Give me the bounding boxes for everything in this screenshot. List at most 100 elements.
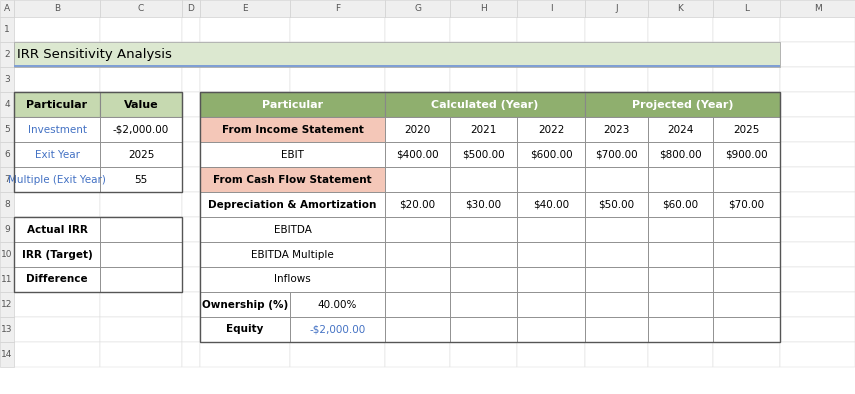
Bar — [385, 292, 450, 317]
Bar — [385, 292, 450, 317]
Bar — [14, 42, 780, 67]
Bar — [517, 242, 585, 267]
Bar — [648, 42, 713, 67]
Bar — [585, 317, 648, 342]
Bar — [14, 292, 100, 317]
Bar — [585, 167, 648, 192]
Bar — [517, 92, 585, 117]
Bar — [450, 117, 517, 142]
Bar — [585, 42, 648, 67]
Text: 2025: 2025 — [734, 125, 760, 134]
Bar — [200, 17, 290, 42]
Bar — [182, 317, 200, 342]
Bar — [14, 17, 100, 42]
Text: 10: 10 — [1, 250, 13, 259]
Text: EBITDA: EBITDA — [274, 225, 311, 234]
Bar — [713, 17, 780, 42]
Text: Actual IRR: Actual IRR — [27, 225, 87, 234]
Text: -$2,000.00: -$2,000.00 — [310, 325, 366, 335]
Bar — [450, 42, 517, 67]
Text: $50.00: $50.00 — [598, 199, 634, 210]
Text: M: M — [814, 4, 822, 13]
Bar — [14, 117, 100, 142]
Bar — [200, 317, 290, 342]
Bar — [100, 267, 182, 292]
Bar — [385, 192, 450, 217]
Bar — [450, 217, 517, 242]
Bar — [200, 217, 290, 242]
Text: Difference: Difference — [27, 275, 88, 284]
Bar — [450, 167, 517, 192]
Bar — [517, 317, 585, 342]
Bar — [100, 142, 182, 167]
Bar — [385, 342, 450, 367]
Bar — [14, 217, 100, 242]
Bar — [648, 242, 713, 267]
Bar — [14, 92, 182, 192]
Bar — [780, 92, 855, 117]
Bar — [385, 0, 450, 17]
Bar — [585, 117, 648, 142]
Bar — [648, 267, 713, 292]
Bar — [450, 292, 517, 317]
Bar — [200, 317, 290, 342]
Text: A: A — [4, 4, 10, 13]
Bar — [585, 217, 648, 242]
Bar — [385, 242, 450, 267]
Bar — [450, 17, 517, 42]
Bar — [585, 242, 648, 267]
Bar — [14, 142, 100, 167]
Bar — [100, 167, 182, 192]
Bar — [14, 67, 100, 92]
Bar — [14, 242, 100, 267]
Bar — [14, 65, 780, 67]
Bar — [385, 217, 450, 242]
Bar — [0, 342, 14, 367]
Text: Projected (Year): Projected (Year) — [632, 100, 734, 110]
Bar — [100, 217, 182, 242]
Bar — [182, 67, 200, 92]
Bar — [517, 217, 585, 242]
Bar — [780, 167, 855, 192]
Bar — [385, 167, 450, 192]
Bar — [200, 267, 385, 292]
Bar — [517, 142, 585, 167]
Text: 2023: 2023 — [604, 125, 629, 134]
Bar — [648, 92, 713, 117]
Bar — [100, 342, 182, 367]
Bar — [713, 292, 780, 317]
Bar — [585, 117, 648, 142]
Text: I: I — [550, 4, 552, 13]
Text: H: H — [481, 4, 486, 13]
Bar — [450, 192, 517, 217]
Bar — [517, 192, 585, 217]
Bar — [585, 292, 648, 317]
Bar — [385, 167, 450, 192]
Bar — [648, 117, 713, 142]
Bar — [585, 0, 648, 17]
Bar — [585, 92, 780, 117]
Text: $30.00: $30.00 — [465, 199, 502, 210]
Bar — [14, 167, 100, 192]
Bar — [517, 117, 585, 142]
Bar — [450, 192, 517, 217]
Text: $400.00: $400.00 — [396, 149, 439, 160]
Bar — [290, 117, 385, 142]
Text: Value: Value — [124, 100, 158, 110]
Bar — [385, 67, 450, 92]
Text: 2021: 2021 — [470, 125, 497, 134]
Text: 55: 55 — [134, 175, 148, 184]
Text: 2022: 2022 — [538, 125, 564, 134]
Bar — [385, 217, 450, 242]
Bar — [713, 292, 780, 317]
Bar — [200, 267, 290, 292]
Bar — [780, 267, 855, 292]
Text: 14: 14 — [2, 350, 13, 359]
Bar — [585, 292, 648, 317]
Bar — [585, 217, 648, 242]
Bar — [14, 142, 100, 167]
Text: IRR (Target): IRR (Target) — [21, 249, 92, 260]
Text: From Cash Flow Statement: From Cash Flow Statement — [213, 175, 372, 184]
Bar — [450, 117, 517, 142]
Bar — [0, 67, 14, 92]
